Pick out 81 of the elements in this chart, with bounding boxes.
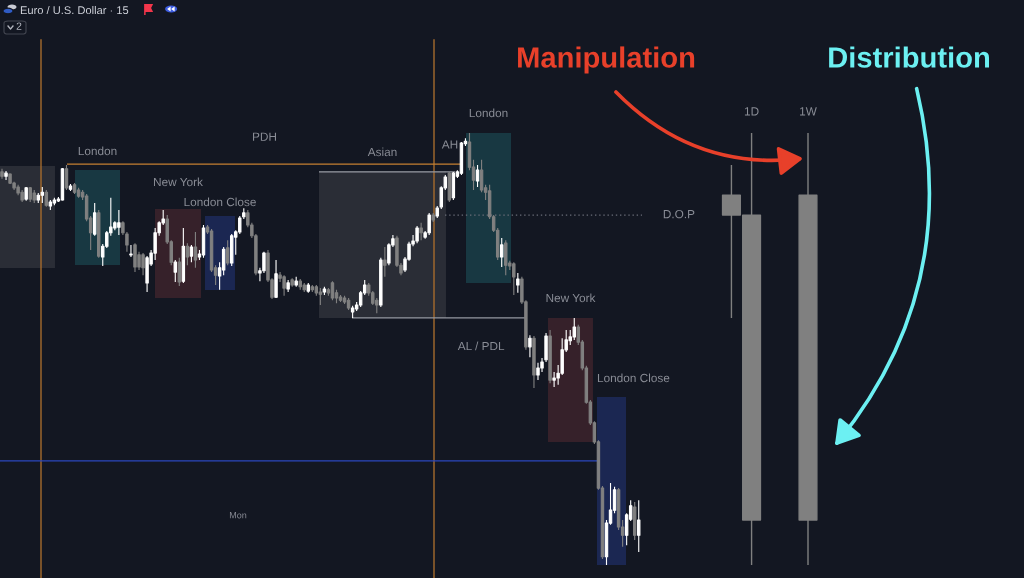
candlestick (129, 244, 133, 258)
candlestick (415, 225, 419, 244)
annotation: Mon (229, 512, 247, 519)
text: 2 (16, 22, 22, 30)
text: London (469, 108, 508, 118)
candlestick (133, 242, 137, 273)
annotation: London (78, 146, 117, 156)
candlestick (201, 224, 206, 259)
candlestick (637, 499, 641, 553)
candlestick (173, 259, 178, 283)
candlestick (383, 246, 387, 278)
candlestick (28, 186, 32, 203)
candlestick (346, 297, 351, 311)
candlestick (117, 209, 121, 236)
candlestick (431, 212, 435, 223)
candlestick (282, 274, 286, 297)
candlestick (499, 237, 504, 268)
candlestick (44, 189, 49, 208)
candlestick (427, 212, 431, 236)
candlestick (572, 317, 576, 341)
candlestick (379, 257, 383, 308)
annotation: New York (546, 293, 596, 303)
candlestick (72, 182, 77, 195)
candlestick (536, 362, 540, 381)
candlestick (516, 272, 520, 294)
candlestick (181, 227, 186, 284)
annotation: Asian (367, 147, 397, 157)
candlestick (76, 187, 81, 199)
candlestick (302, 282, 306, 293)
candlestick (274, 259, 278, 299)
candlestick (350, 305, 355, 319)
candlestick (193, 231, 198, 269)
chart-title: Euro / U.S. Dollar · 15 (20, 5, 129, 15)
text: Manipulation (518, 46, 695, 74)
candlestick (96, 209, 101, 259)
ref-line-label: AL / PDL (457, 341, 505, 351)
candlestick (504, 239, 508, 276)
candlestick (459, 141, 464, 176)
candlestick (4, 170, 8, 181)
candlestick (177, 257, 182, 287)
ref-line-label: PDH (253, 132, 276, 141)
candlestick (290, 277, 294, 288)
text: Distribution (829, 46, 990, 68)
candlestick (419, 222, 423, 241)
x-tick-label: 1W (800, 107, 817, 116)
ref-line-label: AH (441, 140, 458, 149)
candlestick (229, 233, 234, 267)
annotation: New York (154, 177, 203, 187)
candlestick (338, 294, 343, 303)
candlestick (189, 244, 194, 263)
candlestick (0, 168, 4, 180)
candlestick (92, 202, 97, 237)
candlestick (32, 189, 36, 204)
candlestick (24, 186, 28, 202)
candlestick (532, 335, 536, 389)
candlestick (48, 199, 53, 211)
candlestick (322, 286, 327, 296)
candlestick (528, 334, 532, 358)
candlestick (632, 501, 637, 541)
candlestick (306, 282, 311, 294)
x-tick-label: 1D (744, 107, 759, 116)
candlestick (185, 242, 190, 266)
candlestick (330, 280, 335, 301)
annotation: London Close (184, 197, 256, 207)
candlestick (225, 239, 230, 266)
candlestick (286, 279, 290, 293)
candlestick (294, 276, 298, 288)
candlestick (475, 164, 480, 188)
candlestick (40, 186, 45, 204)
candlestick (310, 284, 315, 293)
candlestick (20, 189, 24, 203)
candlestick (141, 252, 145, 276)
candlestick (548, 329, 552, 384)
candlestick (64, 164, 69, 191)
candlestick (52, 197, 57, 206)
annotation: London Close (597, 373, 670, 383)
candlestick (512, 261, 516, 296)
candlestick (68, 183, 73, 192)
candlestick (318, 287, 323, 306)
candlestick (298, 278, 302, 291)
ref-line-label: D.O.P (663, 209, 695, 219)
